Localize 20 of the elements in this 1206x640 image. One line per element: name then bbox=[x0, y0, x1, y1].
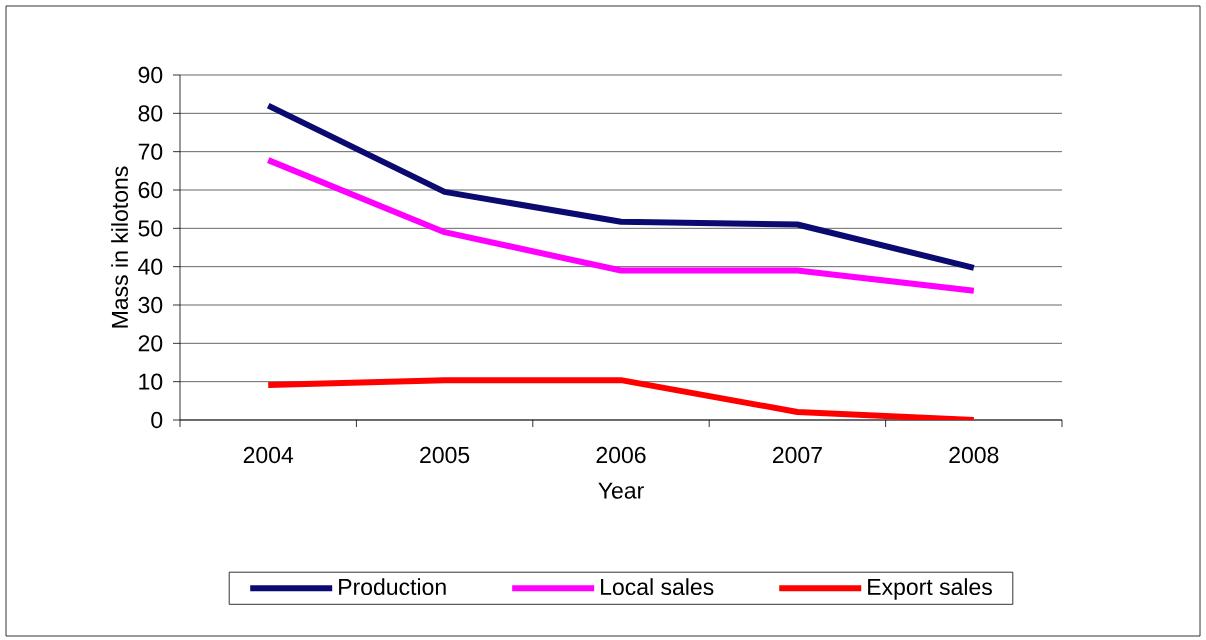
legend-label: Local sales bbox=[601, 578, 714, 596]
y-tick-label: 20 bbox=[138, 335, 163, 352]
x-tick-label: 2004 bbox=[243, 446, 294, 464]
x-tick-label: 2007 bbox=[772, 446, 822, 464]
y-tick-label: 30 bbox=[138, 296, 163, 314]
legend-label: Export sales bbox=[868, 578, 992, 600]
y-tick-label: 80 bbox=[138, 105, 163, 122]
y-tick-label: 70 bbox=[138, 143, 163, 160]
y-tick-label: 50 bbox=[138, 220, 163, 237]
y-tick-label: 60 bbox=[138, 181, 163, 199]
x-tick-label: 2005 bbox=[420, 446, 470, 464]
legend-label: Production bbox=[339, 578, 446, 596]
x-tick-label: 2006 bbox=[596, 446, 646, 464]
x-axis-title: Year bbox=[598, 482, 644, 499]
y-axis-title: Mass in kilotons bbox=[111, 166, 129, 328]
y-tick-label: 40 bbox=[138, 258, 163, 275]
y-tick-label: 10 bbox=[139, 373, 163, 390]
y-tick-label: 90 bbox=[138, 66, 163, 84]
y-tick-label: 0 bbox=[151, 411, 163, 429]
x-tick-label: 2008 bbox=[949, 446, 999, 464]
